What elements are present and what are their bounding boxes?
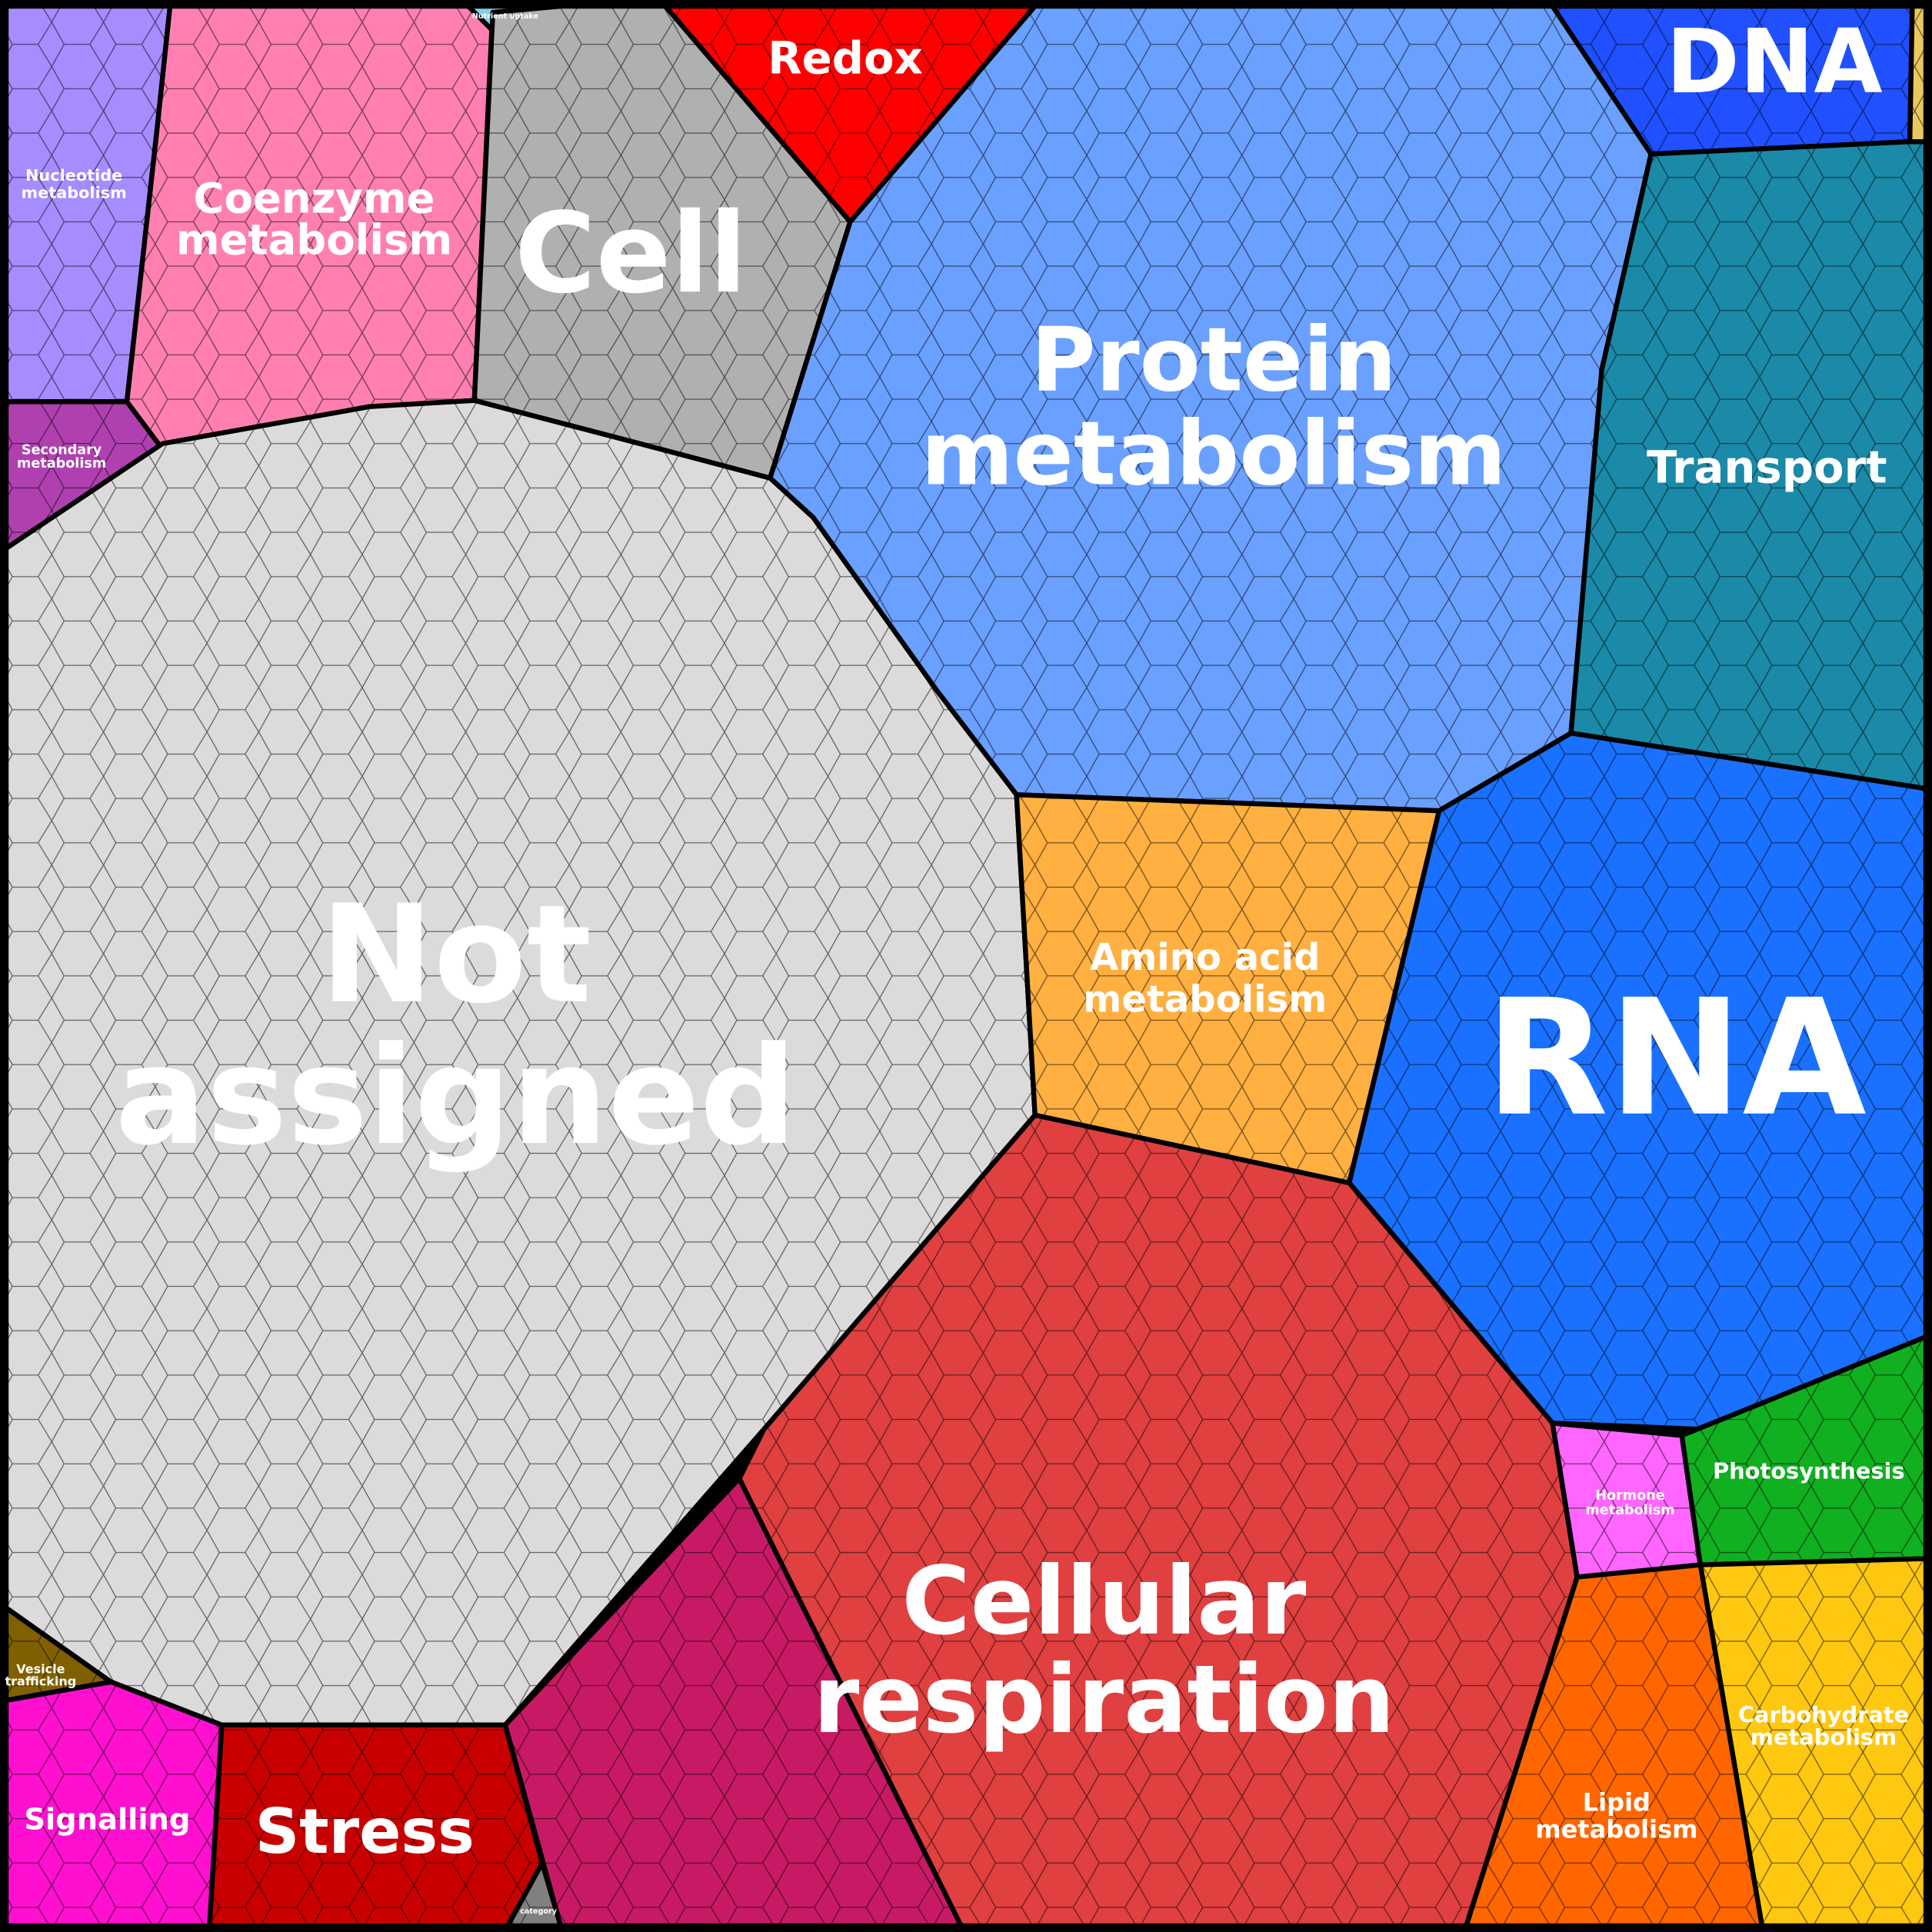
region-label: Redox bbox=[768, 32, 923, 85]
region-label: metabolism bbox=[21, 184, 126, 202]
region-label: Lipid bbox=[1583, 1787, 1651, 1817]
region-label: metabolism bbox=[176, 215, 452, 265]
region-label: Hormone bbox=[1595, 1488, 1665, 1504]
region-label: metabolism bbox=[1083, 978, 1327, 1021]
region-label: Cell bbox=[515, 189, 747, 318]
region-label: DNA bbox=[1666, 11, 1883, 114]
region-label: Not bbox=[320, 875, 591, 1034]
region-label: assigned bbox=[115, 1017, 797, 1175]
region-label: metabolism bbox=[1535, 1815, 1697, 1844]
region-label: category bbox=[520, 1907, 558, 1916]
region-label: Cellular bbox=[901, 1547, 1306, 1656]
region-label: metabolism bbox=[17, 456, 106, 471]
region-label: Amino acid bbox=[1090, 936, 1320, 979]
region-label: Nucleotide bbox=[25, 166, 122, 185]
region-label: RNA bbox=[1485, 966, 1867, 1152]
region-label: Carbohydrate bbox=[1738, 1702, 1909, 1728]
region-label: Protein bbox=[1031, 309, 1397, 412]
region-label: metabolism bbox=[921, 402, 1507, 505]
region-label: Coenzyme bbox=[194, 173, 435, 222]
labels: NucleotidemetabolismSecondarymetabolismC… bbox=[5, 11, 1910, 1916]
region-label: Transport bbox=[1647, 441, 1887, 494]
region-label: respiration bbox=[813, 1645, 1394, 1754]
region-label: metabolism bbox=[1585, 1503, 1674, 1518]
region-label: Photosynthesis bbox=[1713, 1457, 1905, 1484]
region-label: Secondary bbox=[22, 443, 102, 458]
cell-texture bbox=[6, 6, 1926, 1926]
region-label: Stress bbox=[255, 1796, 475, 1867]
region-label: Signalling bbox=[24, 1802, 190, 1837]
region-label: Nutrient uptake bbox=[472, 12, 539, 21]
region-label: trafficking bbox=[5, 1674, 77, 1688]
region-label: metabolism bbox=[1750, 1724, 1897, 1750]
region-label: Vesicle bbox=[16, 1661, 65, 1676]
